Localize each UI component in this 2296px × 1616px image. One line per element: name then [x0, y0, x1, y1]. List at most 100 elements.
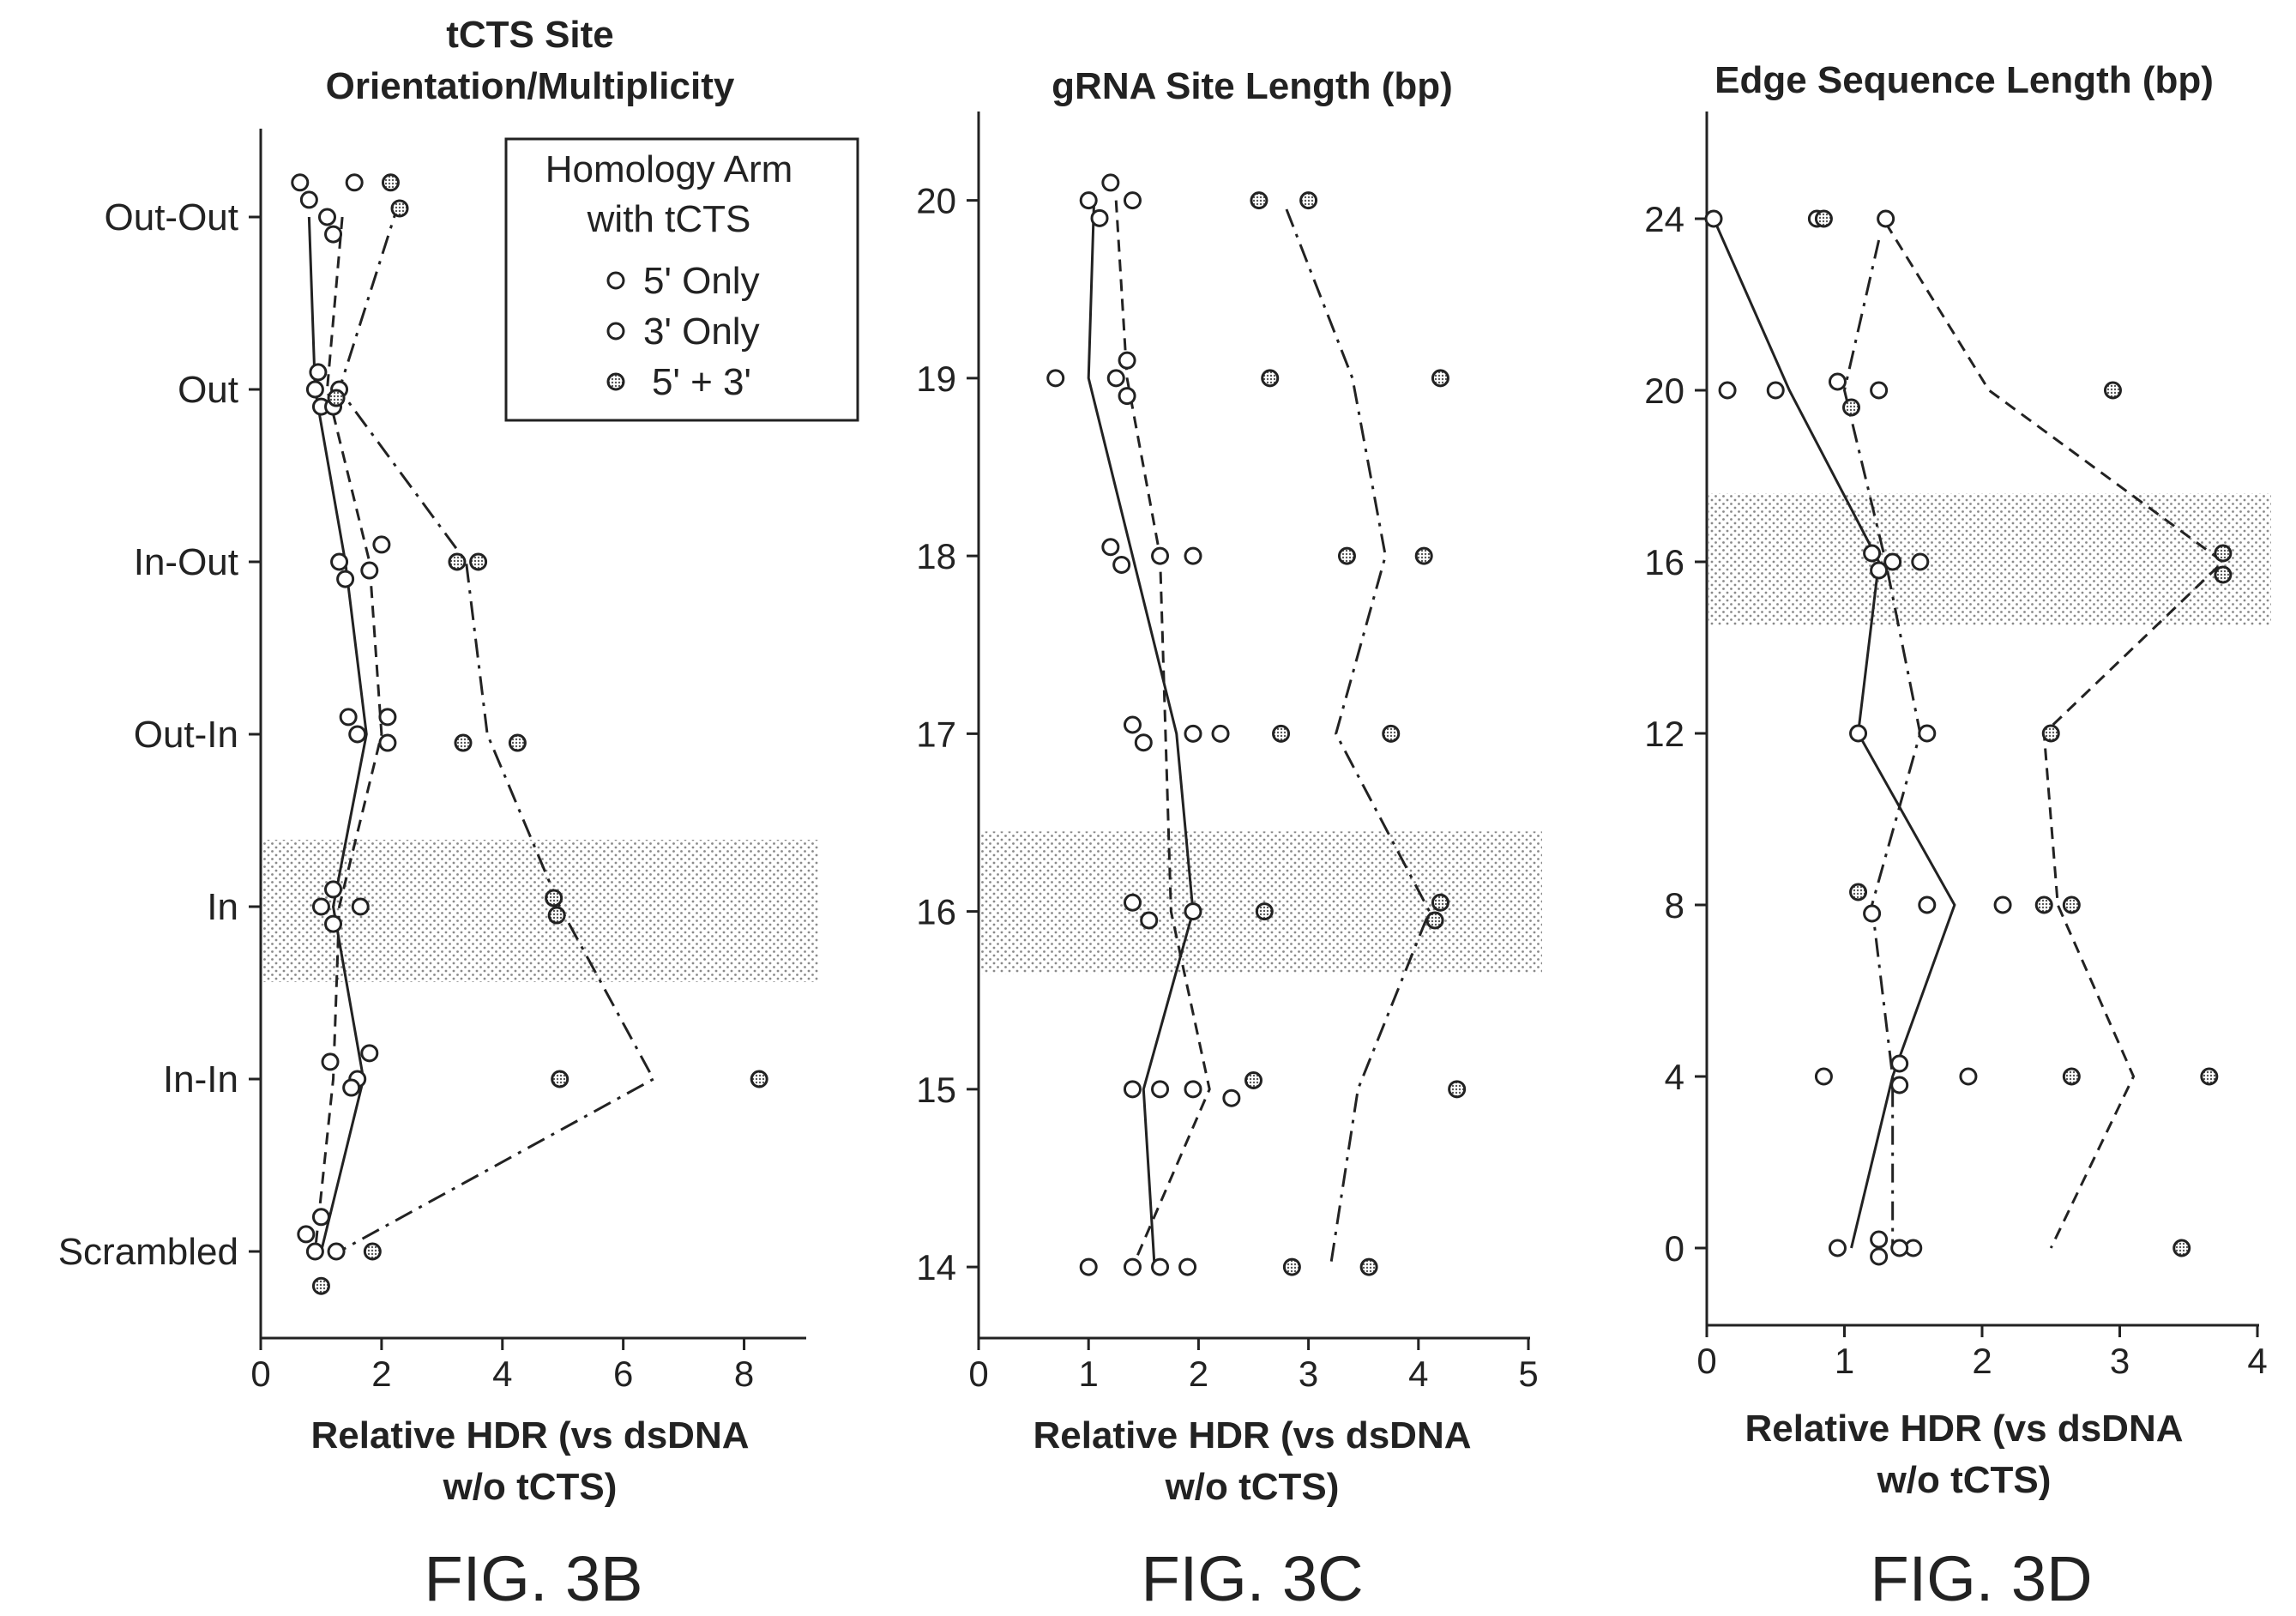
panel-3b-title-line2: Orientation/Multiplicity — [326, 65, 735, 107]
panel-3d-figure-label: FIG. 3D — [1870, 1543, 2092, 1614]
panel-3d-point-5-plus-3 — [2214, 565, 2233, 584]
panel-3d-point-3-only — [1911, 552, 1930, 571]
panel-3d-x-tick-label-3: 3 — [2110, 1341, 2130, 1381]
panel-3d-highlight — [1708, 493, 2271, 626]
panel-3c-highlight — [980, 831, 1542, 974]
panel-3b-x-tick-label-6: 6 — [613, 1354, 633, 1394]
panel-3d-y-tick-label-24: 24 — [1644, 199, 1684, 239]
legend: Homology Arm with tCTS 5' Only 3' Only 5… — [504, 137, 859, 422]
panel-3b-xlabel-line2: w/o tCTS) — [443, 1466, 618, 1508]
panel-3d-xlabel-line1: Relative HDR (vs dsDNA — [1745, 1408, 2183, 1450]
panel-3d-point-5-only — [1718, 381, 1737, 400]
panel-3b-point-3-only — [342, 1078, 361, 1097]
panel-3c-point-5-only — [1151, 1257, 1170, 1276]
panel-3c-xlabel-line1: Relative HDR (vs dsDNA — [1033, 1414, 1471, 1456]
panel-3c-point-3-only — [1123, 191, 1142, 210]
panel-3c-point-3-only — [1184, 724, 1202, 743]
panel-3b-x-tick-label-2: 2 — [371, 1354, 391, 1394]
panel-3c-point-5-only — [1123, 1080, 1142, 1099]
panel-3d-y-tick-label-4: 4 — [1665, 1057, 1684, 1097]
panel-3b-category-label-out-in: Out-In — [134, 714, 238, 756]
panel-3c-point-5-only — [1134, 733, 1153, 752]
panel-3d-point-5-plus-3 — [2200, 1067, 2219, 1086]
panel-3d-point-3-only — [1870, 1230, 1889, 1249]
panel-3b-points — [291, 173, 768, 1295]
panel-3b-point-5-only — [330, 552, 349, 571]
panel-3c-point-5-only — [1123, 893, 1142, 912]
panel-3c-point-5-only — [1101, 538, 1120, 557]
panel-3d-point-5-plus-3 — [2214, 544, 2233, 563]
panel-3d-point-5-only — [1870, 1247, 1889, 1266]
panel-3c-y-tick-label-16: 16 — [916, 892, 956, 932]
panel-3b-point-5-plus-3 — [363, 1242, 382, 1261]
panel-3d-point-5-plus-3 — [2103, 381, 2122, 400]
panel-3c-point-5-only — [1140, 911, 1159, 930]
panel-3d-y-tick-label-20: 20 — [1644, 371, 1684, 411]
panel-3c-point-5-only — [1123, 715, 1142, 734]
legend-marker-3-only — [606, 322, 625, 341]
panel-3c-point-5-only — [1112, 555, 1131, 574]
panel-3d-title: Edge Sequence Length (bp) — [1714, 59, 2214, 101]
panel-3d-y-tick-label-16: 16 — [1644, 542, 1684, 582]
panel-3c: gRNA Site Length (bp) 0 1 2 3 4 5 14 15 16 17 18 19… — [916, 65, 1542, 1614]
panel-3b-xlabel-line1: Relative HDR (vs dsDNA — [310, 1414, 749, 1456]
panel-3c-axes: 0 1 2 3 4 5 14 15 16 17 18 19 20 — [916, 112, 1539, 1394]
panel-3b-category-label-in-in: In-In — [163, 1058, 238, 1100]
panel-3c-point-3-only — [1184, 1080, 1202, 1099]
panel-3c-point-5-plus-3 — [1337, 546, 1356, 565]
panel-3d-point-3-only — [1877, 209, 1895, 228]
panel-3d-point-5-only — [1890, 1054, 1909, 1073]
panel-3b-point-5-plus-3 — [390, 199, 409, 218]
panel-3b-point-5-plus-3 — [469, 552, 488, 571]
panel-3c-point-3-only — [1222, 1088, 1241, 1107]
panel-3d: Edge Sequence Length (bp) 0 1 2 3 4048121620… — [1644, 59, 2271, 1614]
panel-3c-point-5-only — [1079, 191, 1098, 210]
panel-3b-point-3-only — [360, 1044, 379, 1063]
panel-3c-figure-label: FIG. 3C — [1141, 1543, 1363, 1614]
panel-3b-point-5-plus-3 — [545, 889, 563, 907]
panel-3b-point-5-plus-3 — [547, 906, 566, 925]
panel-3c-point-5-plus-3 — [1382, 724, 1401, 743]
panel-3c-points — [1046, 173, 1467, 1276]
panel-3d-point-3-only — [1828, 372, 1847, 391]
panel-3b-point-5-plus-3 — [551, 1070, 569, 1088]
panel-3c-point-3-only — [1123, 1257, 1142, 1276]
panel-3d-point-5-only — [1863, 904, 1882, 923]
panel-3b-point-3-only — [351, 897, 370, 916]
panel-3c-point-5-plus-3 — [1282, 1257, 1301, 1276]
panel-3c-point-5-plus-3 — [1250, 191, 1269, 210]
panel-3d-y-tick-label-8: 8 — [1665, 885, 1684, 926]
panel-3c-point-5-only — [1090, 208, 1109, 227]
panel-3d-point-3-only — [1959, 1067, 1978, 1086]
panel-3b-x-tick-label-8: 8 — [734, 1354, 754, 1394]
panel-3c-x-tick-label-2: 2 — [1189, 1354, 1208, 1394]
panel-3d-point-5-only — [1766, 381, 1785, 400]
panel-3c-title: gRNA Site Length (bp) — [1052, 65, 1453, 107]
panel-3b-point-5-plus-3 — [448, 552, 467, 571]
panel-3c-x-tick-label-5: 5 — [1518, 1354, 1538, 1394]
panel-3c-y-tick-label-14: 14 — [916, 1247, 956, 1287]
panel-3b-point-3-only — [291, 173, 310, 192]
panel-3c-y-tick-label-17: 17 — [916, 714, 956, 754]
legend-entry-5-only: 5' Only — [643, 260, 760, 302]
panel-3b-point-5-plus-3 — [750, 1070, 768, 1088]
legend-entry-3-only: 3' Only — [643, 311, 760, 353]
panel-3b-point-3-only — [324, 225, 343, 244]
panel-3c-point-3-only — [1184, 546, 1202, 565]
panel-3b-point-5-only — [339, 708, 358, 727]
panel-3c-point-3-only — [1151, 1080, 1170, 1099]
panel-3d-point-5-plus-3 — [2034, 895, 2053, 914]
panel-3c-y-tick-label-19: 19 — [916, 359, 956, 399]
panel-3b-point-5-only — [299, 190, 318, 209]
panel-3d-point-3-only — [1918, 895, 1937, 914]
panel-3c-point-5-plus-3 — [1299, 191, 1318, 210]
panel-3c-point-5-plus-3 — [1261, 369, 1280, 388]
panel-3c-point-3-only — [1184, 902, 1202, 921]
panel-3d-point-5-only — [1849, 724, 1868, 743]
panel-3b-point-5-only — [317, 208, 336, 226]
panel-3d-highlight-band — [1708, 493, 2271, 626]
panel-3c-x-tick-label-0: 0 — [968, 1354, 988, 1394]
panel-3d-point-5-plus-3 — [1849, 883, 1868, 901]
panel-3b-point-3-only — [378, 733, 397, 752]
panel-3c-lines — [1087, 200, 1431, 1268]
